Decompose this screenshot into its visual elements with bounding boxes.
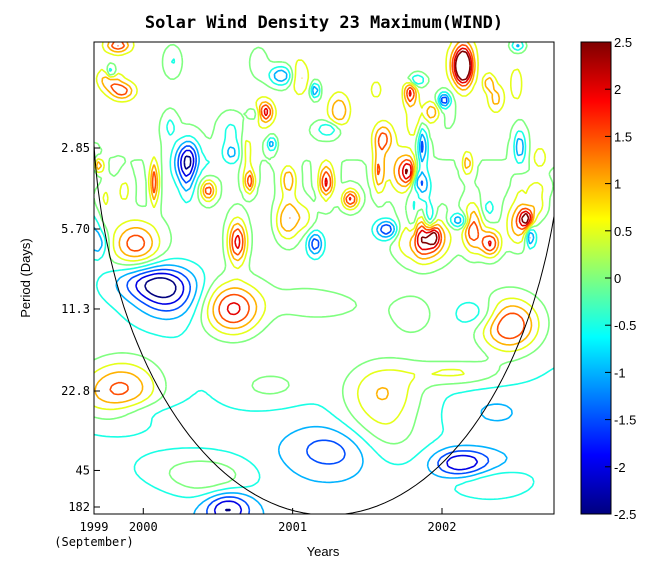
contour-level (144, 155, 232, 512)
colorbar-tick-label: -0.5 (614, 318, 636, 333)
cone-of-influence (94, 135, 554, 514)
contour-layer (94, 42, 554, 514)
y-tick-label: 182 (68, 500, 90, 514)
colorbar-tick-label: -1.5 (614, 413, 636, 428)
colorbar-tick-label: 2 (614, 82, 621, 97)
contour-level (94, 42, 554, 501)
y-axis: 2.85 5.70 11.3 22.8 45 182 (61, 141, 100, 514)
contour-level (117, 45, 532, 316)
y-tick-label: 11.3 (61, 302, 90, 316)
contour-level (109, 42, 533, 396)
y-tick-label: 45 (76, 463, 90, 477)
colorbar-tick-label: -2 (614, 460, 626, 475)
colorbar-tick-label: 0.5 (614, 224, 632, 239)
chart-title: Solar Wind Density 23 Maximum(WIND) (145, 13, 503, 33)
plot-frame (93, 41, 555, 515)
x-axis: 1999(September)2000 2001 2002 (54, 508, 456, 549)
colorbar-tick-label: -2.5 (614, 507, 636, 522)
contour-level (94, 42, 536, 404)
colorbar-ticks: 2.5 2 1.5 1 0.5 0 -0.5 -1 -1.5 -2 -2.5 (605, 35, 636, 522)
colorbar-tick-label: 0 (614, 271, 621, 286)
contour-level (126, 96, 531, 514)
y-tick-label: 22.8 (61, 384, 90, 398)
x-tick-label: 2001 (278, 520, 307, 534)
colorbar-tick-label: 1 (614, 177, 621, 192)
contour-level (94, 42, 554, 489)
x-axis-label: Years (307, 544, 340, 559)
contour-level (94, 43, 535, 514)
x-tick-sublabel: (September) (54, 535, 133, 549)
x-tick-label: 2002 (428, 520, 457, 534)
colorbar-tick-label: -1 (614, 365, 626, 380)
contour-level (135, 149, 479, 514)
y-axis-label: Period (Days) (18, 238, 33, 317)
x-tick-label: 1999 (80, 520, 109, 534)
colorbar-tick-label: 1.5 (614, 129, 632, 144)
contour-level (404, 50, 530, 246)
y-tick-label: 5.70 (61, 222, 90, 236)
y-tick-label: 2.85 (61, 141, 90, 155)
colorbar-tick-label: 2.5 (614, 35, 632, 50)
x-tick-label: 2000 (129, 520, 158, 534)
